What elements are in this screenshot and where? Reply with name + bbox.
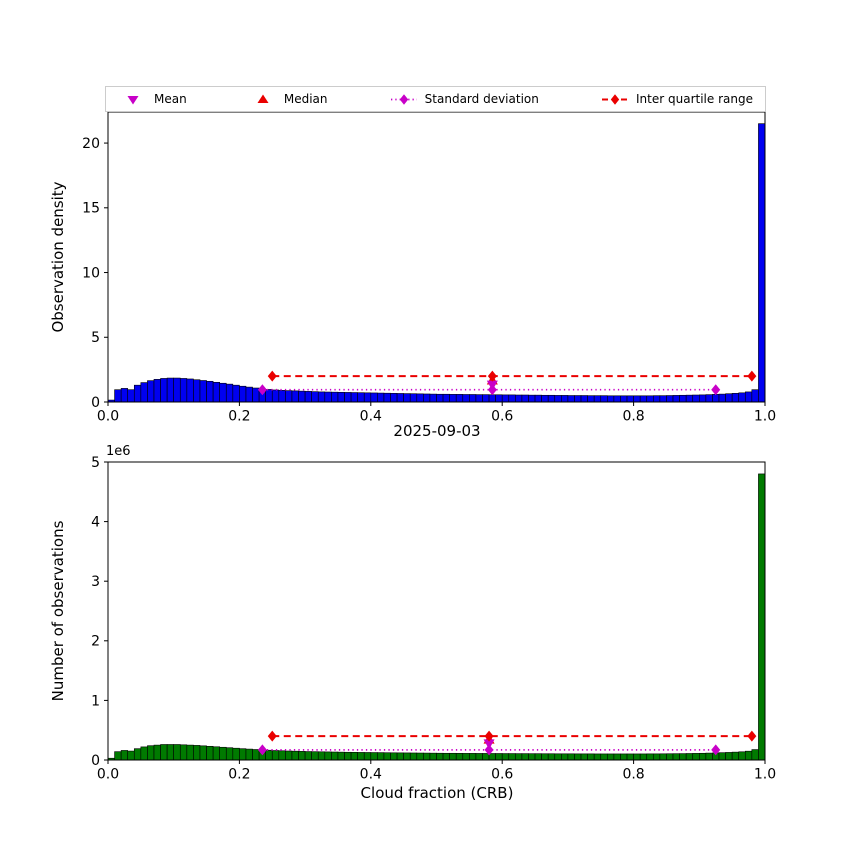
svg-text:0: 0 [91, 395, 100, 411]
svg-text:0.8: 0.8 [622, 767, 644, 783]
bottom-xlabel: Cloud fraction (CRB) [360, 784, 514, 802]
svg-text:20: 20 [82, 136, 100, 152]
iqr-marker-icon [602, 94, 629, 105]
svg-text:0.4: 0.4 [360, 767, 382, 783]
legend-label-median: Median [283, 92, 328, 106]
median-marker-icon [257, 94, 269, 103]
stat-markers [257, 370, 757, 396]
svg-text:0.2: 0.2 [228, 409, 250, 425]
svg-text:0.6: 0.6 [491, 409, 513, 425]
top-ylabel: Observation density [49, 181, 67, 333]
svg-text:0.4: 0.4 [360, 409, 382, 425]
histogram-bars [107, 473, 766, 761]
svg-text:1.0: 1.0 [754, 767, 776, 783]
bottom-axes: 0.0 0.2 0.4 0.6 0.8 1.0 0 1 2 3 4 5 [91, 455, 776, 783]
svg-text:0.0: 0.0 [97, 767, 119, 783]
top-axes: 0.0 0.2 0.4 0.6 0.8 1.0 0 5 10 15 20 [82, 111, 776, 425]
stat-markers [257, 730, 757, 756]
svg-text:0.6: 0.6 [491, 767, 513, 783]
svg-text:5: 5 [91, 455, 100, 471]
svg-text:3: 3 [91, 574, 100, 590]
date-title: 2025-09-03 [393, 422, 481, 440]
legend-label-std: Standard deviation [424, 92, 539, 106]
svg-text:1: 1 [91, 693, 100, 709]
legend-item-iqr: Inter quartile range [600, 91, 753, 107]
svg-text:0: 0 [91, 753, 100, 769]
svg-text:10: 10 [82, 265, 100, 281]
legend-label-iqr: Inter quartile range [636, 92, 753, 106]
legend-label-mean: Mean [154, 92, 187, 106]
svg-text:0.2: 0.2 [228, 767, 250, 783]
std-deviation-marker-icon [390, 94, 417, 105]
svg-text:4: 4 [91, 515, 100, 531]
tick-labels: 0.0 0.2 0.4 0.6 0.8 1.0 0 1 2 3 4 5 [91, 455, 776, 783]
y-axis-offset-label: 1e6 [106, 444, 131, 459]
svg-text:5: 5 [91, 330, 100, 346]
svg-text:0.8: 0.8 [622, 409, 644, 425]
legend-item-median: Median [248, 91, 328, 107]
mean-marker-icon [127, 96, 139, 105]
histogram-bars [107, 123, 766, 403]
svg-text:0.0: 0.0 [97, 409, 119, 425]
svg-text:2: 2 [91, 634, 100, 650]
bottom-ylabel: Number of observations [49, 520, 67, 702]
legend: Mean Median Standard deviation Inter qua… [105, 86, 766, 112]
svg-text:15: 15 [82, 201, 100, 217]
tick-labels: 0.0 0.2 0.4 0.6 0.8 1.0 0 5 10 15 20 [82, 136, 776, 425]
svg-text:1.0: 1.0 [754, 409, 776, 425]
legend-item-std: Standard deviation [389, 91, 539, 107]
legend-item-mean: Mean [118, 91, 187, 107]
